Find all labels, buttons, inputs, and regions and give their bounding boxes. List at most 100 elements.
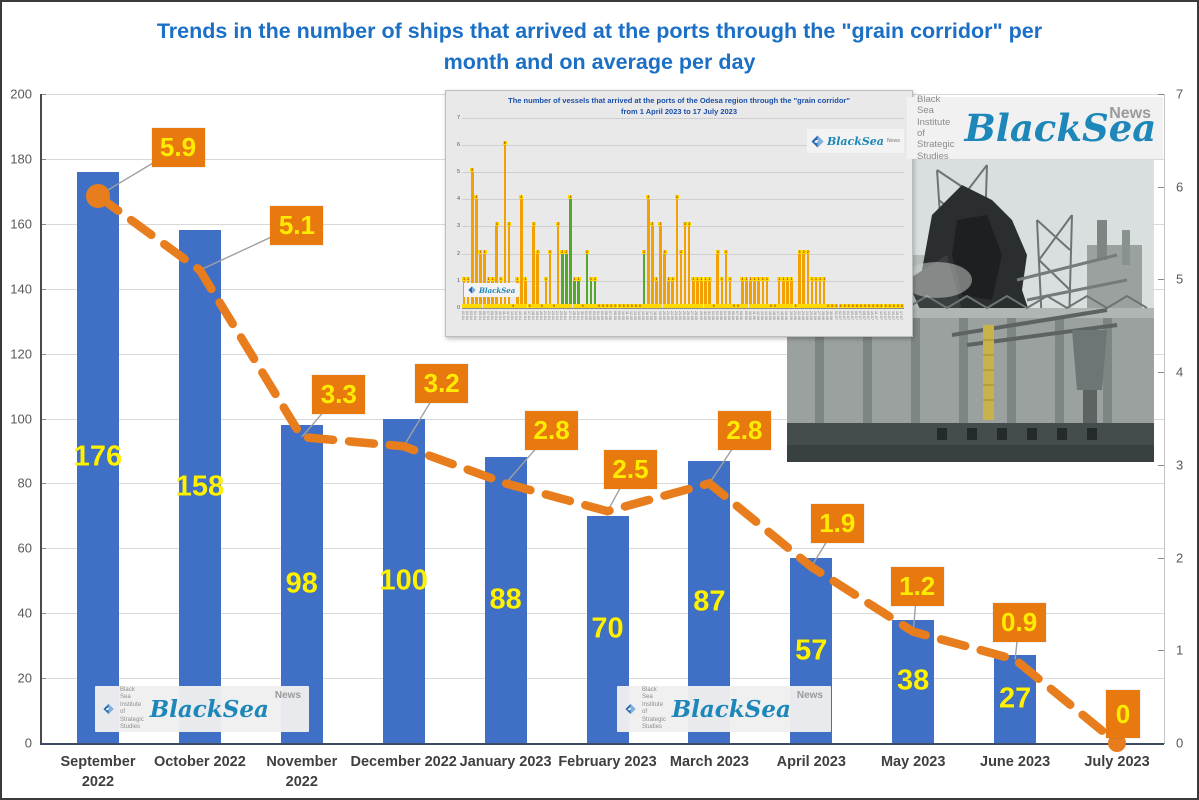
- inset-bar: [556, 226, 560, 308]
- inset-zero-marker: [560, 304, 565, 308]
- inset-bar-value: 1: [744, 276, 749, 281]
- left-axis-tick-label: 180: [10, 151, 32, 167]
- inset-date-label: 19.05: [657, 311, 662, 320]
- inset-zero-marker: [466, 304, 471, 308]
- inset-chart-title: The number of vessels that arrived at th…: [508, 96, 850, 117]
- inset-zero-marker: [478, 304, 483, 308]
- inset-zero-marker: [502, 304, 507, 308]
- inset-zero-marker: [723, 304, 728, 308]
- inset-bar-value: 1: [666, 276, 671, 281]
- inset-zero-marker: [584, 304, 589, 308]
- x-axis-label: November 2022: [266, 754, 338, 790]
- inset-zero-marker: [650, 304, 655, 308]
- inset-bar: [728, 280, 732, 308]
- right-axis-tick: [1158, 557, 1165, 559]
- inset-bar-value: 2: [560, 249, 565, 254]
- right-axis-tick-label: 0: [1176, 735, 1184, 751]
- left-axis-tick-label: 20: [17, 670, 32, 686]
- inset-zero-marker: [756, 304, 761, 308]
- inset-bar-value: 1: [789, 276, 794, 281]
- inset-zero-marker: [470, 304, 475, 308]
- inset-zero-marker: 0: [834, 304, 839, 308]
- inset-zero-marker: 0: [773, 304, 778, 308]
- inset-zero-marker: [490, 304, 495, 308]
- inset-bar: [585, 253, 589, 308]
- inset-date-label: 11.07: [874, 311, 879, 320]
- inset-bar: [655, 280, 658, 308]
- inset-bar-value: 1: [486, 276, 491, 281]
- inset-y-tick-label: 3: [456, 223, 460, 230]
- inset-date-label: 07.05: [608, 311, 613, 320]
- inset-bar: [479, 253, 482, 308]
- inset-zero-marker: 0: [511, 304, 516, 308]
- inset-x-axis-line: [462, 308, 904, 309]
- inset-zero-marker: 0: [605, 304, 610, 308]
- right-axis-tick-label: 5: [1176, 271, 1184, 287]
- inset-zero-marker: 0: [854, 304, 859, 308]
- inset-zero-marker: [670, 304, 675, 308]
- inset-bar: [822, 280, 826, 308]
- inset-zero-marker: [674, 304, 679, 308]
- inset-zero-marker: 0: [711, 304, 716, 308]
- inset-zero-marker: 0: [883, 304, 888, 308]
- inset-bar-value: 1: [654, 276, 659, 281]
- inset-zero-marker: [818, 304, 823, 308]
- x-axis-line: [40, 743, 1164, 745]
- inset-zero-marker: [519, 304, 524, 308]
- inset-bar: [507, 226, 511, 308]
- bar-value-label: 70: [591, 612, 624, 645]
- inset-zero-marker: [719, 304, 724, 308]
- blacksea-diamond-icon: [625, 703, 636, 715]
- inset-date-label: 20.06: [788, 311, 793, 320]
- inset-zero-marker: [547, 304, 552, 308]
- inset-zero-marker: 0: [899, 304, 904, 308]
- left-axis-tick: [40, 223, 46, 225]
- inset-bar-value: 4: [646, 195, 651, 200]
- inset-zero-marker: [805, 304, 810, 308]
- inset-zero-marker: 0: [887, 304, 892, 308]
- inset-gridline: [462, 253, 904, 255]
- inset-bar: [790, 280, 793, 308]
- blacksea-logo-inset: BlackSea News: [806, 129, 904, 153]
- inset-bar: [475, 199, 478, 308]
- right-axis-tick-label: 7: [1176, 86, 1184, 102]
- inset-bar: [671, 280, 675, 308]
- right-axis-tick-label: 3: [1176, 457, 1184, 473]
- inset-date-label: 09.06: [743, 311, 748, 320]
- x-axis-label: October 2022: [153, 754, 246, 770]
- inset-zero-marker: 0: [609, 304, 614, 308]
- inset-bar-value: 3: [531, 222, 536, 227]
- inset-bar-value: 2: [584, 249, 589, 254]
- inset-bar: [716, 253, 720, 308]
- x-axis-label: January 2023: [459, 754, 552, 770]
- avg-per-day-callout: 1.2: [890, 567, 944, 607]
- inset-date-label: 08.05: [612, 311, 617, 320]
- inset-bar-value: 3: [650, 222, 655, 227]
- inset-zero-marker: [764, 304, 769, 308]
- inset-bar-value: 1: [785, 276, 790, 281]
- inset-zero-marker: 0: [621, 304, 626, 308]
- inset-zero-marker: [687, 304, 692, 308]
- inset-bar: [659, 226, 662, 308]
- inset-zero-marker: 0: [597, 304, 602, 308]
- x-axis-label: June 2023: [980, 754, 1051, 770]
- inset-bar-value: 1: [462, 276, 467, 281]
- inset-bar: [761, 280, 765, 308]
- blacksea-news-logo: Black Sea Institute of Strategic Studies…: [907, 94, 1163, 162]
- inset-bar: [704, 280, 707, 308]
- inset-bar-value: 1: [756, 276, 761, 281]
- inset-zero-marker: [781, 304, 786, 308]
- inset-y-tick-label: 6: [456, 141, 460, 148]
- inset-bar: [814, 280, 818, 308]
- inset-bar: [642, 253, 646, 308]
- inset-zero-marker: [576, 304, 581, 308]
- inset-zero-marker: 0: [736, 304, 741, 308]
- left-axis-tick: [40, 678, 46, 680]
- avg-per-day-callout: 2.5: [604, 449, 657, 489]
- inset-zero-marker: [822, 304, 827, 308]
- secondary-y-axis-line: [1164, 94, 1165, 743]
- inset-zero-marker: [486, 304, 491, 308]
- avg-per-day-callout: 0: [1106, 690, 1140, 738]
- left-axis-tick: [40, 483, 46, 485]
